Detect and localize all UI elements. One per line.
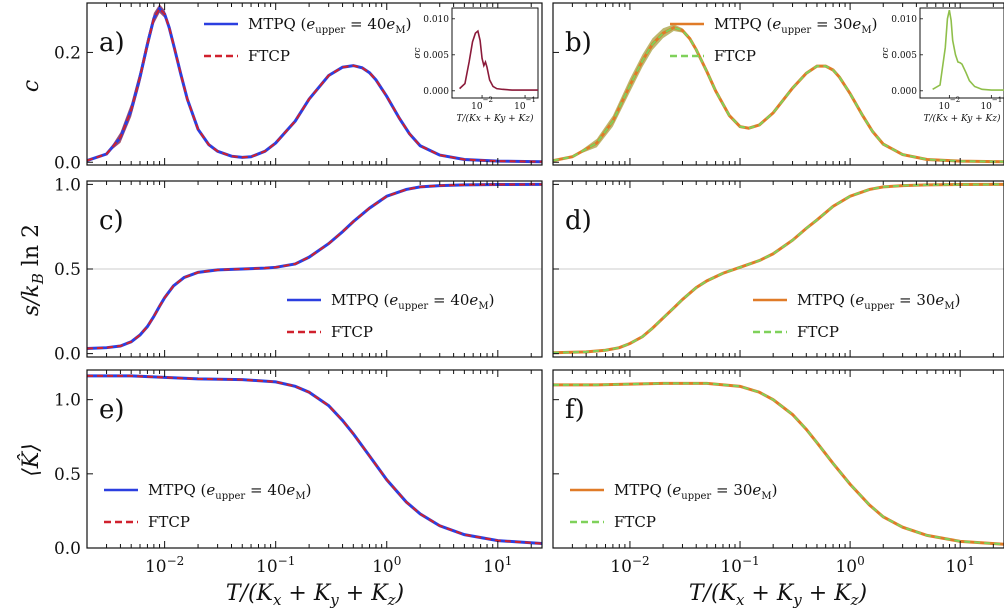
panel-label: e) [99, 395, 125, 425]
panel-e: 10−2 10−1 100 101 0.0 0.5 1.0 e) MTPQ (eupper = … [54, 369, 543, 577]
panel-label: a) [99, 28, 125, 58]
x-tick-label: 101 [946, 554, 975, 577]
legend: MTPQ (eupper = 30eM) FTCP [753, 291, 960, 341]
series-line-0 [553, 26, 1004, 164]
panel-d: d) MTPQ (eupper = 30eM) FTCP [552, 180, 1004, 358]
series-line-1 [87, 6, 542, 163]
legend: MTPQ (eupper = 40eM) FTCP [287, 291, 494, 341]
plot-area [553, 182, 1004, 355]
plot-area [553, 381, 1004, 546]
legend-label-1: FTCP [797, 323, 839, 341]
plot-area [87, 4, 542, 164]
inset-x-tick-label: 10−2 [471, 96, 493, 112]
legend-label-0: MTPQ (eupper = 40eM) [248, 15, 411, 36]
legend: MTPQ (eupper = 30eM) FTCP [670, 15, 877, 65]
legend-label-1: FTCP [614, 513, 656, 531]
xlabel-left: T/(Kx + Ky + Kz) [226, 581, 404, 609]
legend-label-0: MTPQ (eupper = 40eM) [148, 481, 311, 502]
ylabel-row-2: s/kB ln 2 [19, 224, 47, 316]
inset-y-tick-label: 0.005 [423, 51, 449, 61]
inset-y-tick-label: 0.005 [891, 51, 917, 61]
legend-label-0: MTPQ (eupper = 40eM) [331, 291, 494, 312]
inset-frame [919, 7, 1004, 99]
x-tick-label: 10−1 [720, 554, 759, 577]
inset-y-tick-label: 0.010 [891, 15, 917, 25]
panel-f: 10−2 10−1 100 101 f) MTPQ (eupper = 30eM) FTCP [552, 369, 1004, 577]
inset-series-line [459, 29, 538, 91]
plot-area [553, 24, 1004, 164]
y-tick-label: 0.0 [54, 539, 81, 559]
x-tick-label: 10−1 [256, 554, 295, 577]
series-line-0 [87, 182, 542, 351]
x-axis-labels: T/(Kx + Ky + Kz) T/(Kx + Ky + Kz) [226, 581, 867, 609]
legend-label-0: MTPQ (eupper = 30eM) [797, 291, 960, 312]
panels: 0.00.2 a)MTPQ (eupper = 40eM)FTCP0.0000.0… [54, 2, 1004, 577]
inset-plot: 0.000 0.005 0.010 10−2 10−1T/(Kx + Ky + Kz) σ… [881, 7, 1004, 124]
x-tick-label: 10−2 [145, 554, 184, 577]
y-tick-label: 0.0 [54, 153, 81, 173]
legend: MTPQ (eupper = 30eM) FTCP [570, 481, 777, 531]
y-tick-label: 0.2 [54, 43, 81, 63]
xlabel-right: T/(Kx + Ky + Kz) [689, 581, 867, 609]
ylabel-row-1: c [19, 80, 44, 92]
inset-ylabel: σc [881, 47, 891, 58]
series-line-1 [87, 374, 542, 545]
axes-frame [86, 369, 543, 549]
inset-ylabel: σc [413, 47, 423, 58]
panel-label: f) [565, 395, 585, 425]
axes-frame [552, 369, 1004, 549]
panel-a: 0.00.2 a)MTPQ (eupper = 40eM)FTCP0.0000.0… [54, 2, 543, 173]
legend: MTPQ (eupper = 40eM) FTCP [204, 15, 411, 65]
inset-y-tick-label: 0.000 [891, 87, 917, 97]
y-tick-label: 0.5 [54, 465, 81, 485]
legend-label-1: FTCP [248, 47, 290, 65]
y-tick-label: 0.5 [54, 260, 81, 280]
legend-label-1: FTCP [714, 47, 756, 65]
panel-label: d) [565, 206, 592, 236]
ylabel-row-3: ⟨K̂⟩ [18, 443, 44, 477]
legend-label-1: FTCP [331, 323, 373, 341]
panel-label: c) [99, 206, 124, 236]
y-axis-labels: c s/kB ln 2 ⟨K̂⟩ [18, 80, 47, 477]
legend-label-0: MTPQ (eupper = 30eM) [614, 481, 777, 502]
inset-y-tick-label: 0.000 [423, 87, 449, 97]
y-tick-label: 0.0 [54, 345, 81, 365]
legend-label-1: FTCP [148, 513, 190, 531]
inset-x-tick-label: 10−1 [514, 96, 536, 112]
plot-area [87, 182, 542, 351]
panel-c: 0.0 0.5 1.0 c) MTPQ (eupper = 40eM) FTCP [54, 175, 543, 365]
x-tick-label: 10−2 [610, 554, 649, 577]
series-line-1 [87, 183, 542, 350]
inset-y-tick-label: 0.010 [423, 15, 449, 25]
inset-x-tick-label: 10−2 [938, 96, 960, 112]
x-tick-label: 100 [835, 554, 864, 577]
y-tick-label: 1.0 [54, 175, 81, 195]
plot-area [87, 374, 542, 546]
inset-frame [451, 7, 539, 99]
inset-series-line [932, 9, 1004, 91]
y-tick-label: 1.0 [54, 391, 81, 411]
series-line-1 [553, 183, 1004, 354]
inset-plot: 0.000 0.005 0.010 10−2 10−1T/(Kx + Ky + Kz) σ… [413, 7, 539, 124]
legend-label-0: MTPQ (eupper = 30eM) [714, 15, 877, 36]
series-line-1 [553, 382, 1004, 546]
inset-x-tick-label: 10−1 [980, 96, 1002, 112]
legend: MTPQ (eupper = 40eM) FTCP [104, 481, 311, 531]
panel-b: b) MTPQ (eupper = 30eM) FTCP 0.000 0.005 0.01… [552, 2, 1004, 166]
inset-xlabel: T/(Kx + Ky + Kz) [456, 113, 534, 124]
axes-frame [86, 2, 543, 166]
inset-xlabel: T/(Kx + Ky + Kz) [923, 113, 1001, 124]
x-tick-label: 100 [372, 554, 401, 577]
axes-frame [552, 2, 1004, 166]
x-tick-label: 101 [483, 554, 512, 577]
panel-label: b) [565, 28, 592, 58]
